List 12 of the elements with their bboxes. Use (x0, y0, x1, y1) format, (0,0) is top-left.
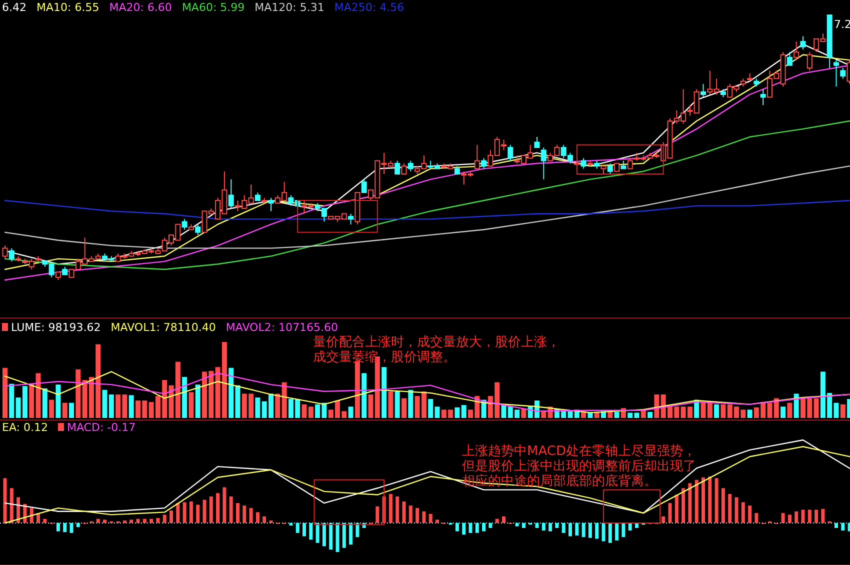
text: MAVOL2: 107165.60 (226, 321, 338, 334)
text: 6.42 (2, 1, 26, 14)
text: MA20: 6.60 (109, 1, 172, 14)
text: MAVOL1: 78110.40 (110, 321, 216, 334)
legend-label: LUME: 98193.62 (11, 321, 101, 334)
annotation: 量价配合上涨时，成交量放大，股价上涨，成交量萎缩，股价调整。 (313, 334, 560, 365)
text: MA250: 4.56 (334, 1, 404, 14)
text: MA60: 5.99 (182, 1, 245, 14)
text: MA120: 5.31 (254, 1, 324, 14)
legend-label: MACD: -0.17 (66, 421, 136, 434)
text: EA: 0.12 (2, 421, 48, 434)
text: MA10: 6.55 (36, 1, 100, 14)
